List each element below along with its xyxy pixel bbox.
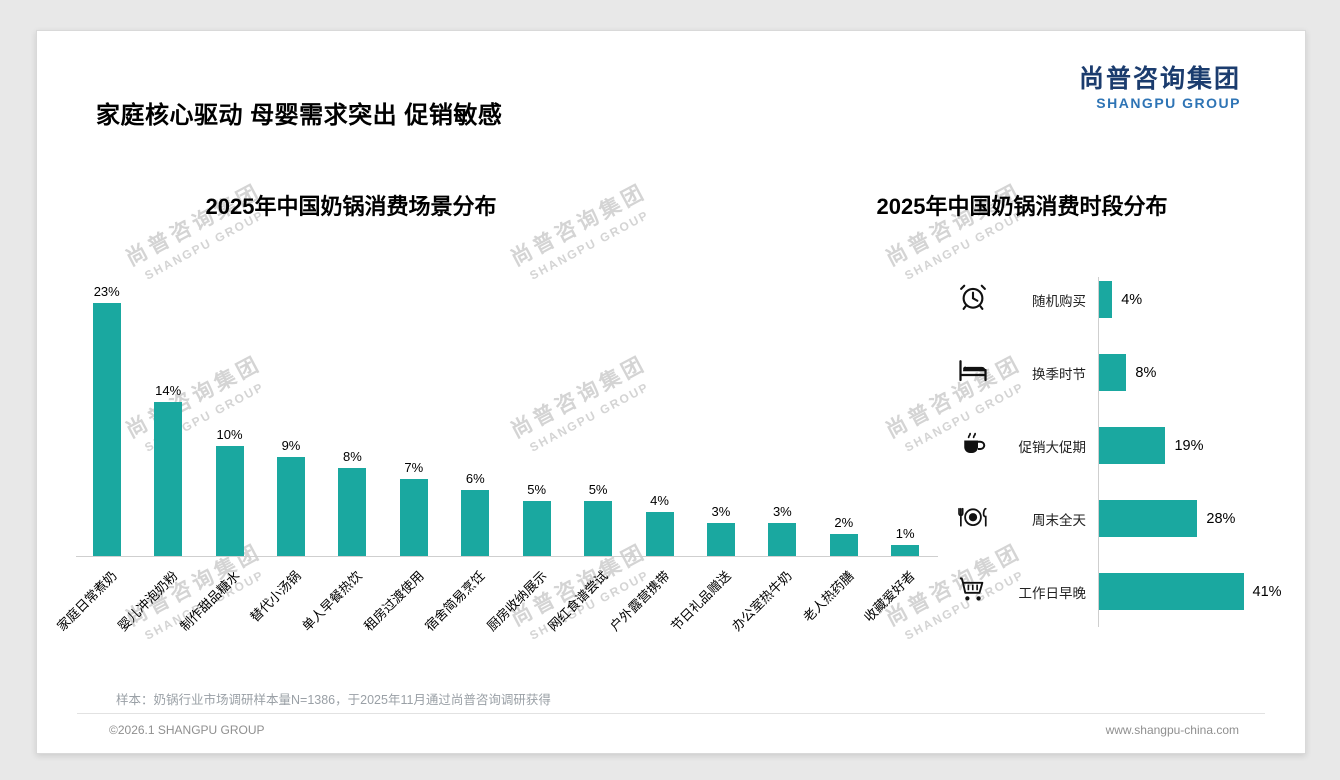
bar-category-label: 宿舍简易烹饪	[422, 568, 488, 634]
slide: 尚普咨询集团 SHANGPU GROUP 尚普咨询集团 SHANGPU GROUP 尚普…	[36, 30, 1306, 754]
bar-value-label: 6%	[465, 471, 485, 486]
bar-value-label: 1%	[895, 526, 915, 541]
bar-group: 5% 网红食谱尝试	[545, 482, 628, 634]
dining-icon	[956, 501, 990, 536]
slide-title: 家庭核心驱动 母婴需求突出 促销敏感	[96, 102, 503, 130]
time-y-axis-line	[1098, 277, 1099, 627]
time-row: 工作日早晚 41%	[952, 555, 1302, 628]
bar-value-label: 8%	[343, 449, 362, 464]
bar-group: 3% 办公室热牛奶	[729, 504, 813, 634]
bar-value-label: 4%	[650, 493, 669, 508]
website-text: www.shangpu-china.com	[1105, 723, 1239, 737]
bar-group: 7% 租房过渡使用	[361, 460, 444, 634]
footer-divider	[77, 713, 1265, 714]
bar	[461, 490, 490, 556]
coffee-cup-icon	[958, 428, 988, 463]
scenario-chart-title: 2025年中国奶锅消费场景分布	[205, 194, 497, 220]
bar-category-label: 制作甜品糖水	[176, 568, 243, 634]
bar-value-label: 5%	[527, 482, 547, 497]
bar	[645, 512, 674, 556]
bar-value-label: 4%	[1121, 291, 1143, 308]
bar-value-label: 8%	[1135, 364, 1157, 381]
bar-value-label: 14%	[155, 383, 182, 398]
time-category-label: 工作日早晚	[1018, 585, 1087, 601]
company-logo: 尚普咨询集团 SHANGPU GROUP	[1079, 59, 1241, 111]
time-row: 随机购买 4%	[952, 263, 1302, 336]
bar	[891, 545, 920, 556]
bar-group: 2% 老人热药膳	[800, 515, 874, 625]
bar-value-label: 41%	[1252, 583, 1282, 600]
bar	[338, 468, 367, 556]
bar	[1098, 500, 1198, 537]
logo-cn-text: 尚普咨询集团	[1078, 65, 1241, 93]
time-category-label: 促销大促期	[1018, 439, 1087, 455]
bed-icon	[957, 355, 989, 390]
bar	[1098, 354, 1127, 391]
bar-category-label: 节日礼品赠送	[667, 568, 734, 634]
bar	[584, 501, 613, 556]
time-category-label: 换季时节	[1032, 366, 1086, 382]
time-category-label: 随机购买	[1032, 293, 1086, 309]
time-row: 换季时节 8%	[952, 336, 1302, 409]
logo-en-text: SHANGPU GROUP	[1096, 95, 1241, 111]
bar-category-label: 租房过渡使用	[360, 568, 427, 634]
bar	[1098, 573, 1244, 610]
bar-group: 14% 婴儿冲泡奶粉	[115, 383, 198, 634]
bar-category-label: 厨房收纳展示	[483, 568, 550, 634]
alarm-clock-icon	[958, 282, 988, 317]
bar	[522, 501, 551, 556]
bar-group: 4% 户外露营携带	[606, 493, 690, 634]
bar-category-label: 收藏爱好者	[861, 568, 918, 625]
bar-value-label: 3%	[772, 504, 792, 519]
bar	[154, 402, 183, 556]
bar-value-label: 5%	[588, 482, 608, 497]
bar-category-label: 单人早餐热饮	[299, 568, 366, 634]
bar-value-label: 3%	[711, 504, 731, 519]
bar-category-label: 办公室热牛奶	[729, 568, 796, 634]
bar	[1098, 281, 1113, 318]
bar	[92, 303, 121, 556]
bar	[215, 446, 244, 556]
footer: ©2026.1 SHANGPU GROUP www.shangpu-china.…	[109, 723, 1239, 737]
bar-value-label: 23%	[93, 284, 120, 299]
bar-category-label: 户外露营携带	[606, 568, 673, 634]
bar	[768, 523, 797, 556]
bar	[276, 457, 305, 556]
copyright-text: ©2026.1 SHANGPU GROUP	[109, 723, 265, 737]
bar-value-label: 9%	[281, 438, 301, 453]
time-row: 促销大促期 19%	[952, 409, 1302, 482]
bar-group: 3% 节日礼品赠送	[668, 504, 751, 634]
bar-value-label: 2%	[834, 515, 854, 530]
bar-value-label: 7%	[404, 460, 424, 475]
time-chart-title: 2025年中国奶锅消费时段分布	[876, 194, 1168, 220]
bar-group: 10% 制作甜品糖水	[177, 427, 260, 634]
bar-group: 5% 厨房收纳展示	[484, 482, 567, 634]
bar-value-label: 10%	[216, 427, 243, 442]
bar-group: 1% 收藏爱好者	[861, 526, 935, 625]
bar-category-label: 网红食谱尝试	[545, 568, 611, 634]
scenario-x-axis-line	[76, 556, 938, 557]
bar-value-label: 28%	[1206, 510, 1236, 527]
scenario-bar-chart: 23% 家庭日常煮奶 14% 婴儿冲泡奶粉 10% 制作甜品糖水 9% 替代小汤锅 8% 单人早餐…	[54, 284, 936, 634]
bar-category-label: 老人热药膳	[799, 568, 857, 625]
time-category-label: 周末全天	[1032, 512, 1086, 528]
bar-value-label: 19%	[1174, 437, 1204, 454]
bar	[399, 479, 428, 556]
shopping-cart-icon	[957, 574, 989, 609]
bar-group: 9% 替代小汤锅	[247, 438, 321, 625]
bar-category-label: 婴儿冲泡奶粉	[115, 568, 181, 634]
bar-category-label: 替代小汤锅	[247, 568, 304, 625]
sample-note: 样本：奶锅行业市场调研样本量N=1386，于2025年11月通过尚普咨询调研获得	[116, 693, 551, 707]
bar-category-label: 家庭日常煮奶	[53, 568, 120, 634]
bar	[706, 523, 735, 556]
time-row: 周末全天 28%	[952, 482, 1302, 555]
bar	[1098, 427, 1166, 464]
time-bar-chart: 随机购买 4% 换季时节 8% 促销大促期 19% 周末全天 28% 工作日早晚 41%	[952, 263, 1302, 628]
bar-group: 23% 家庭日常煮奶	[54, 284, 137, 634]
bar-group: 8% 单人早餐热饮	[299, 449, 383, 634]
bar	[829, 534, 858, 556]
bar-group: 6% 宿舍简易烹饪	[422, 471, 506, 634]
